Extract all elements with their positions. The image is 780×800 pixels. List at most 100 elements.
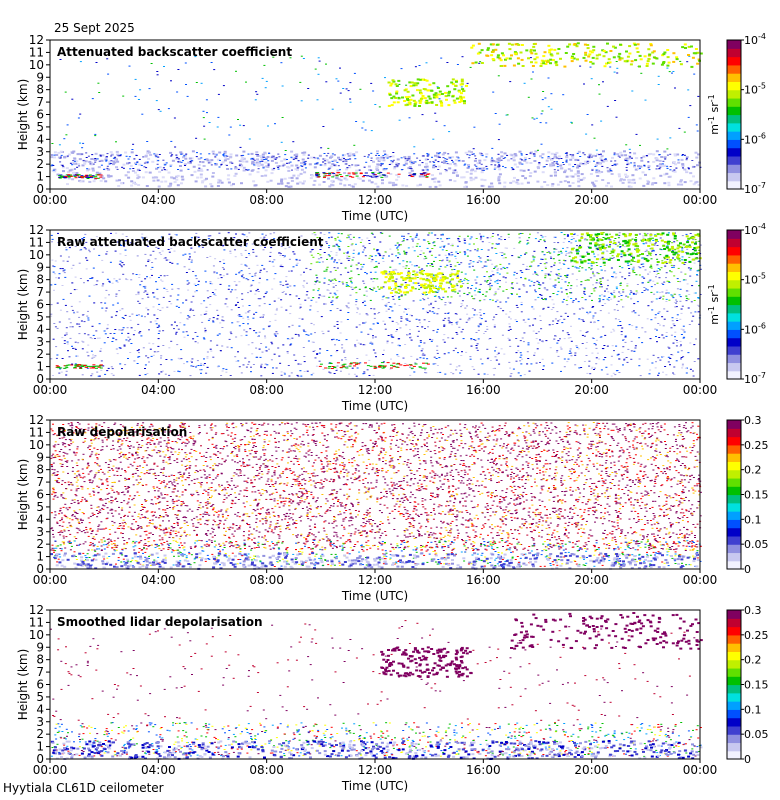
heatmap-cell <box>198 246 201 248</box>
heatmap-cell <box>598 84 600 86</box>
heatmap-cell <box>552 164 556 167</box>
heatmap-cell <box>245 245 248 247</box>
heatmap-cell <box>389 306 392 308</box>
heatmap-cell <box>337 327 339 329</box>
heatmap-cell <box>681 247 684 249</box>
heatmap-cell <box>391 253 394 255</box>
heatmap-cell <box>264 335 266 337</box>
heatmap-cell <box>652 280 655 282</box>
heatmap-cell <box>136 177 140 180</box>
heatmap-cell <box>90 238 93 240</box>
heatmap-cell <box>409 85 413 88</box>
heatmap-cell <box>360 263 363 265</box>
heatmap-cell <box>268 152 271 154</box>
heatmap-cell <box>539 284 542 286</box>
heatmap-cell <box>249 285 252 287</box>
heatmap-cell <box>528 175 532 178</box>
heatmap-cell <box>638 365 641 367</box>
heatmap-cell <box>510 54 513 57</box>
heatmap-cell <box>570 261 572 263</box>
heatmap-cell <box>332 174 336 177</box>
heatmap-cell <box>613 257 615 259</box>
heatmap-cell <box>104 302 107 304</box>
heatmap-cell <box>181 178 185 181</box>
heatmap-cell <box>491 50 495 53</box>
heatmap-cell <box>281 266 284 268</box>
heatmap-cell <box>362 373 365 375</box>
heatmap-cell <box>72 311 75 313</box>
heatmap-cell <box>498 238 501 240</box>
heatmap-cell <box>450 245 453 246</box>
heatmap-cell <box>657 273 660 274</box>
heatmap-cell <box>560 158 563 159</box>
heatmap-cell <box>672 257 674 259</box>
heatmap-cell <box>652 177 656 180</box>
heatmap-cell <box>139 89 142 91</box>
heatmap-cell <box>216 272 218 274</box>
heatmap-cell <box>266 364 269 366</box>
heatmap-cell <box>434 300 437 302</box>
heatmap-cell <box>136 161 139 163</box>
heatmap-cell <box>76 323 79 325</box>
heatmap-cell <box>230 347 233 349</box>
heatmap-cell <box>615 288 618 290</box>
heatmap-cell <box>447 317 450 319</box>
heatmap-cell <box>170 176 174 179</box>
heatmap-cell <box>225 371 228 373</box>
heatmap-cell <box>483 299 486 301</box>
heatmap-cell <box>114 250 117 252</box>
heatmap-cell <box>345 305 348 307</box>
heatmap-cell <box>569 169 573 172</box>
heatmap-cell <box>213 272 216 274</box>
x-tick-label: 16:00 <box>466 193 501 207</box>
heatmap-cell <box>194 341 197 343</box>
heatmap-cell <box>112 304 115 306</box>
heatmap-cell <box>270 359 273 361</box>
heatmap-cell <box>588 295 591 297</box>
heatmap-cell <box>144 374 147 376</box>
heatmap-cell <box>373 317 376 319</box>
heatmap-cell <box>698 323 700 325</box>
heatmap-cell <box>81 340 84 342</box>
heatmap-cell <box>237 301 239 303</box>
heatmap-cell <box>189 308 192 310</box>
heatmap-cell <box>574 364 577 366</box>
heatmap-cell <box>108 294 110 296</box>
colorbar-segment <box>727 48 741 58</box>
heatmap-cell <box>480 184 484 187</box>
heatmap-cell <box>375 265 378 267</box>
heatmap-cell <box>612 272 615 274</box>
heatmap-cell <box>58 177 62 179</box>
heatmap-cell <box>519 51 523 54</box>
heatmap-cell <box>229 153 233 156</box>
heatmap-cell <box>406 97 409 100</box>
heatmap-cell <box>446 62 449 63</box>
heatmap-cell <box>672 372 674 374</box>
heatmap-cell <box>675 318 678 319</box>
heatmap-cell <box>658 311 661 313</box>
heatmap-cell <box>307 88 310 89</box>
heatmap-cell <box>529 285 532 287</box>
heatmap-cell <box>591 124 594 126</box>
heatmap-cell <box>167 259 170 261</box>
heatmap-cell <box>499 307 502 309</box>
heatmap-cell <box>637 314 640 316</box>
heatmap-cell <box>158 324 160 326</box>
heatmap-cell <box>581 307 584 309</box>
heatmap-cell <box>300 100 303 102</box>
heatmap-cell <box>192 271 195 272</box>
heatmap-cell <box>511 293 513 295</box>
heatmap-cell <box>78 323 81 325</box>
heatmap-cell <box>611 257 614 259</box>
heatmap-cell <box>385 305 388 307</box>
heatmap-cell <box>361 176 365 178</box>
heatmap-cell <box>469 66 472 68</box>
heatmap-cell <box>162 167 165 169</box>
heatmap-cell <box>265 271 268 273</box>
heatmap-cell <box>224 303 227 305</box>
heatmap-cell <box>253 313 255 315</box>
heatmap-cell <box>343 160 347 162</box>
heatmap-cell <box>493 374 496 376</box>
heatmap-cell <box>521 159 523 161</box>
heatmap-cell <box>456 253 459 254</box>
